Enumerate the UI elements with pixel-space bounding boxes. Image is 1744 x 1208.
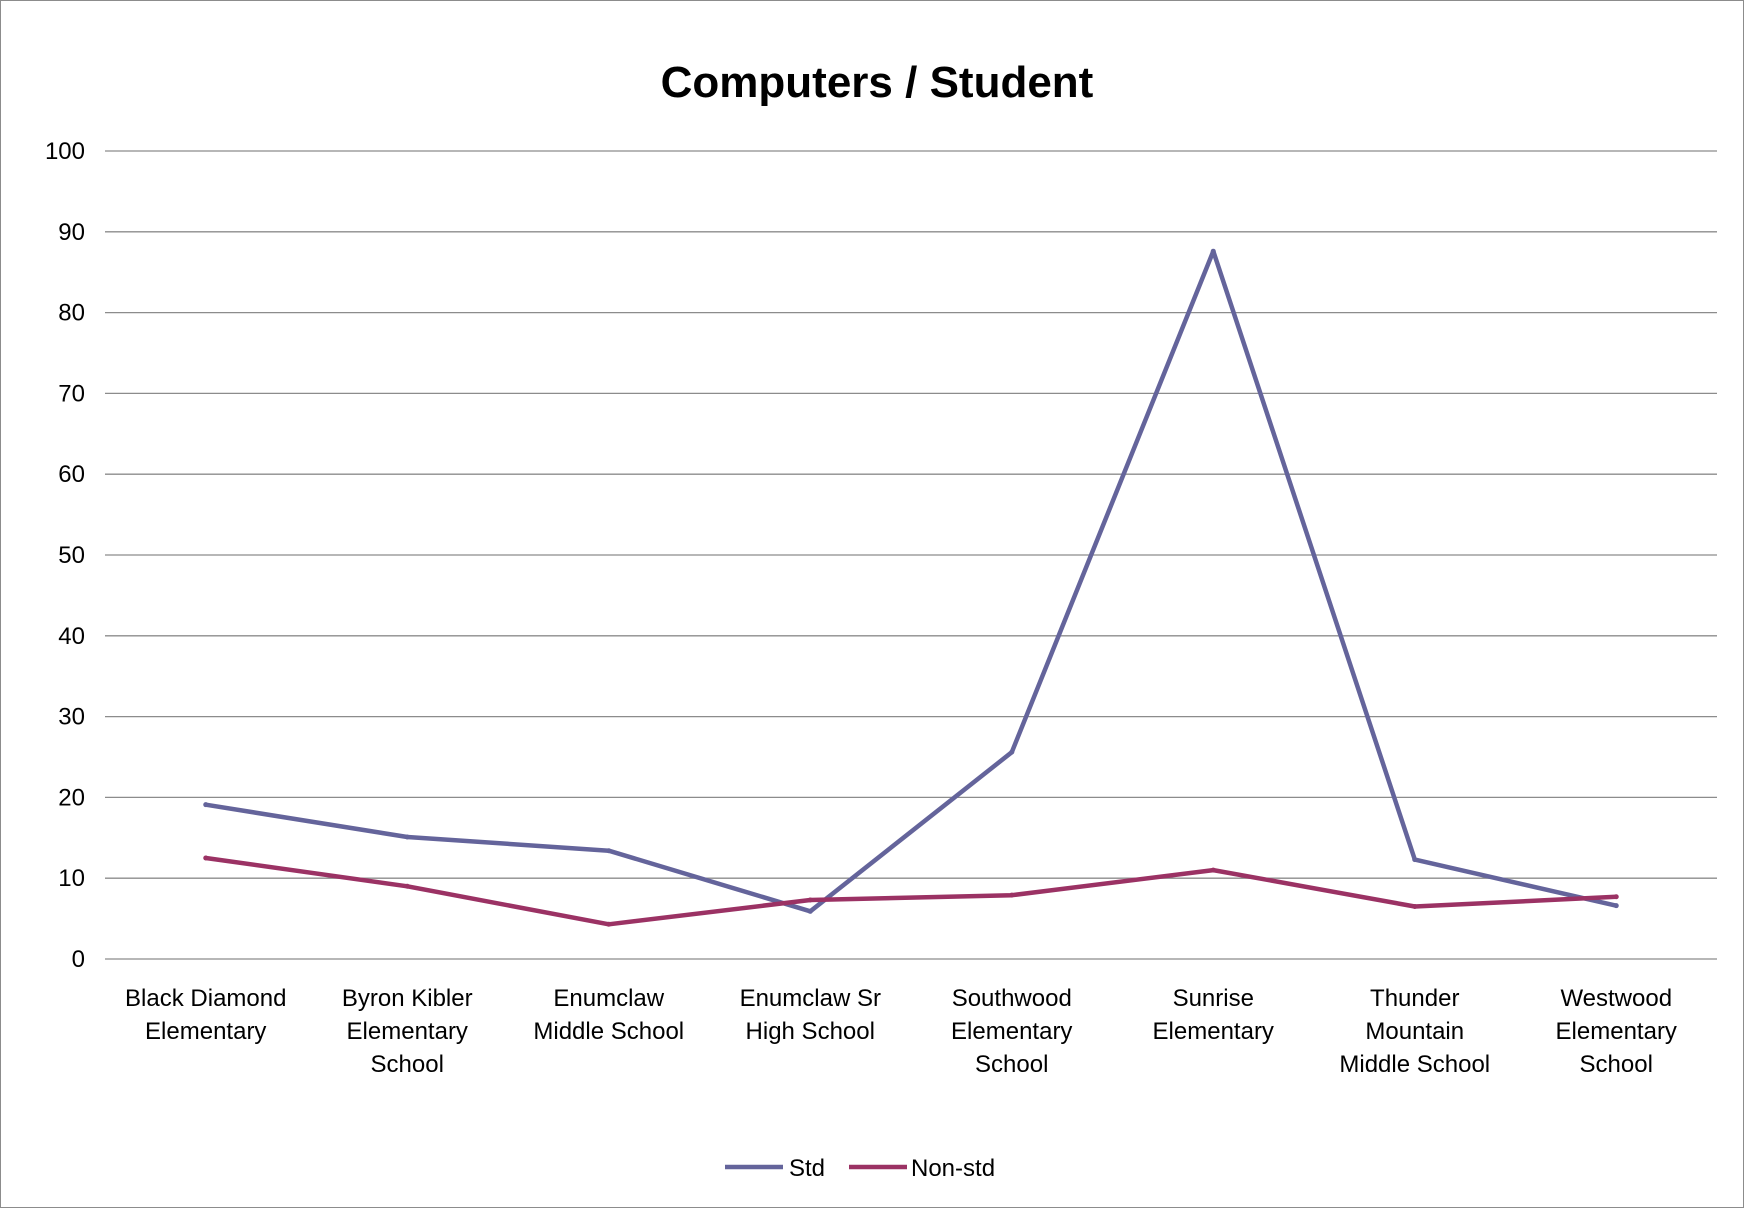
x-tick-label-line: Thunder <box>1370 985 1459 1012</box>
legend: Std Non-std <box>725 1155 995 1182</box>
x-tick-label-line: Byron Kibler <box>342 985 473 1012</box>
y-axis-ticks: 0 10 20 30 40 50 60 70 80 90 100 <box>45 138 85 973</box>
x-tick-label-line: School <box>975 1051 1048 1078</box>
series-lines <box>203 248 1619 927</box>
x-tick-label-line: Middle School <box>1339 1051 1490 1078</box>
data-point <box>404 883 410 889</box>
x-tick-label: Westwood Elementary School <box>1556 985 1677 1078</box>
x-tick-label-line: Elementary <box>1153 1018 1274 1045</box>
x-tick-label: Thunder Mountain Middle School <box>1339 985 1490 1078</box>
data-point <box>807 897 813 903</box>
x-tick-label-line: Elementary <box>1556 1018 1677 1045</box>
y-tick-label: 70 <box>58 380 85 407</box>
y-tick-label: 40 <box>58 623 85 650</box>
data-point <box>807 908 813 914</box>
y-tick-label: 60 <box>58 461 85 488</box>
data-point <box>203 855 209 861</box>
x-tick-label-line: High School <box>746 1018 875 1045</box>
x-tick-label: Enumclaw Middle School <box>533 985 684 1045</box>
x-tick-label-line: Sunrise <box>1173 985 1254 1012</box>
data-point <box>203 802 209 808</box>
data-point <box>1009 892 1015 898</box>
data-point <box>606 848 612 854</box>
y-tick-label: 30 <box>58 704 85 731</box>
x-tick-label-line: Middle School <box>533 1018 684 1045</box>
x-tick-label-line: Mountain <box>1365 1018 1464 1045</box>
y-tick-label: 20 <box>58 784 85 811</box>
data-point <box>1210 867 1216 873</box>
data-point <box>1210 248 1216 254</box>
x-tick-label: Byron Kibler Elementary School <box>342 985 473 1078</box>
x-tick-label-line: Westwood <box>1560 985 1672 1012</box>
legend-item: Std <box>725 1155 825 1182</box>
y-tick-label: 50 <box>58 542 85 569</box>
x-axis-ticks: Black Diamond Elementary Byron Kibler Eleme… <box>125 985 1677 1078</box>
x-tick-label-line: Elementary <box>951 1018 1072 1045</box>
y-tick-label: 10 <box>58 865 85 892</box>
legend-label: Std <box>789 1155 825 1182</box>
x-tick-label-line: Enumclaw Sr <box>740 985 881 1012</box>
legend-label: Non-std <box>911 1155 995 1182</box>
x-tick-label-line: Black Diamond <box>125 985 286 1012</box>
data-point <box>1613 903 1619 909</box>
data-point <box>1009 749 1015 755</box>
x-tick-label-line: Elementary <box>347 1018 468 1045</box>
x-tick-label-line: Elementary <box>145 1018 266 1045</box>
x-tick-label-line: School <box>1580 1051 1653 1078</box>
x-tick-label: Enumclaw Sr High School <box>740 985 881 1045</box>
y-tick-label: 90 <box>58 219 85 246</box>
series-line-std <box>203 248 1619 914</box>
data-point <box>606 921 612 927</box>
data-point <box>404 834 410 840</box>
legend-item: Non-std <box>849 1155 995 1182</box>
x-tick-label-line: Enumclaw <box>553 985 664 1012</box>
y-tick-label: 100 <box>45 138 85 165</box>
data-point <box>1613 894 1619 900</box>
x-tick-label-line: Southwood <box>952 985 1072 1012</box>
data-point <box>1412 903 1418 909</box>
x-tick-label-line: School <box>371 1051 444 1078</box>
x-tick-label: Sunrise Elementary <box>1153 985 1274 1045</box>
data-point <box>1412 857 1418 863</box>
chart-title: Computers / Student <box>661 58 1094 107</box>
y-tick-label: 80 <box>58 300 85 327</box>
x-tick-label: Black Diamond Elementary <box>125 985 286 1045</box>
series-line-non-std <box>203 855 1619 927</box>
gridlines <box>105 150 1717 960</box>
y-tick-label: 0 <box>72 946 85 973</box>
x-tick-label: Southwood Elementary School <box>951 985 1072 1078</box>
